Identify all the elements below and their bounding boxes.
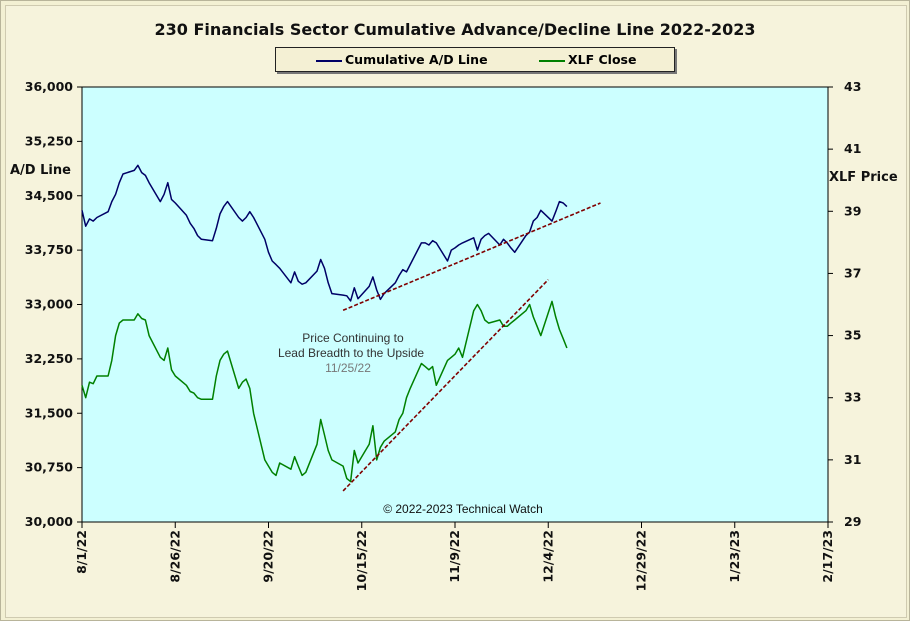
x-tick-label: 9/20/22 bbox=[261, 530, 276, 583]
right-tick-label: 29 bbox=[844, 514, 861, 529]
ad-line-series bbox=[81, 164, 568, 302]
legend-item-xlf: XLF Close bbox=[539, 52, 636, 67]
right-tick-label: 35 bbox=[844, 328, 861, 343]
left-tick-label: 31,500 bbox=[25, 405, 74, 420]
ad-trendline bbox=[342, 202, 601, 312]
legend-item-ad-line: Cumulative A/D Line bbox=[316, 52, 488, 67]
left-axis-title: A/D Line bbox=[10, 163, 71, 178]
chart-legend: Cumulative A/D Line XLF Close bbox=[275, 47, 675, 72]
xlf-close-series bbox=[81, 300, 568, 483]
right-axis-title: XLF Price bbox=[829, 170, 898, 185]
left-tick-label: 30,750 bbox=[25, 460, 74, 475]
left-tick-label: 35,250 bbox=[25, 133, 74, 148]
legend-swatch-xlf bbox=[539, 59, 565, 62]
annotation-date: 11/25/22 bbox=[325, 361, 371, 375]
x-tick-label: 12/4/22 bbox=[540, 530, 555, 583]
x-tick-label: 1/23/23 bbox=[727, 530, 742, 583]
copyright-text: © 2022-2023 Technical Watch bbox=[383, 502, 543, 516]
right-tick-label: 31 bbox=[844, 452, 861, 467]
annotation-line-2: Lead Breadth to the Upside bbox=[278, 346, 424, 360]
x-tick-label: 8/1/22 bbox=[74, 530, 89, 574]
x-tick-label: 2/17/23 bbox=[820, 530, 835, 583]
legend-label-ad-line: Cumulative A/D Line bbox=[345, 52, 488, 67]
xlf-trendline bbox=[342, 279, 549, 492]
right-tick-label: 37 bbox=[844, 265, 861, 280]
x-tick-label: 8/26/22 bbox=[167, 530, 182, 583]
annotation-line-1: Price Continuing to bbox=[302, 331, 404, 345]
plot-area bbox=[81, 86, 829, 523]
x-tick-label: 12/29/22 bbox=[634, 530, 649, 591]
right-tick-label: 41 bbox=[844, 141, 861, 156]
right-tick-label: 39 bbox=[844, 203, 861, 218]
left-tick-label: 32,250 bbox=[25, 351, 74, 366]
right-tick-label: 33 bbox=[844, 390, 861, 405]
legend-swatch-ad-line bbox=[316, 59, 342, 62]
left-tick-label: 33,000 bbox=[25, 297, 74, 312]
left-tick-label: 30,000 bbox=[25, 514, 74, 529]
left-tick-label: 34,500 bbox=[25, 188, 74, 203]
x-tick-label: 10/15/22 bbox=[354, 530, 369, 591]
right-tick-label: 43 bbox=[844, 79, 861, 94]
left-tick-label: 33,750 bbox=[25, 242, 74, 257]
chart-title: 230 Financials Sector Cumulative Advance… bbox=[154, 20, 756, 39]
legend-label-xlf: XLF Close bbox=[568, 52, 637, 67]
left-tick-label: 36,000 bbox=[25, 79, 74, 94]
x-tick-label: 11/9/22 bbox=[447, 530, 462, 583]
